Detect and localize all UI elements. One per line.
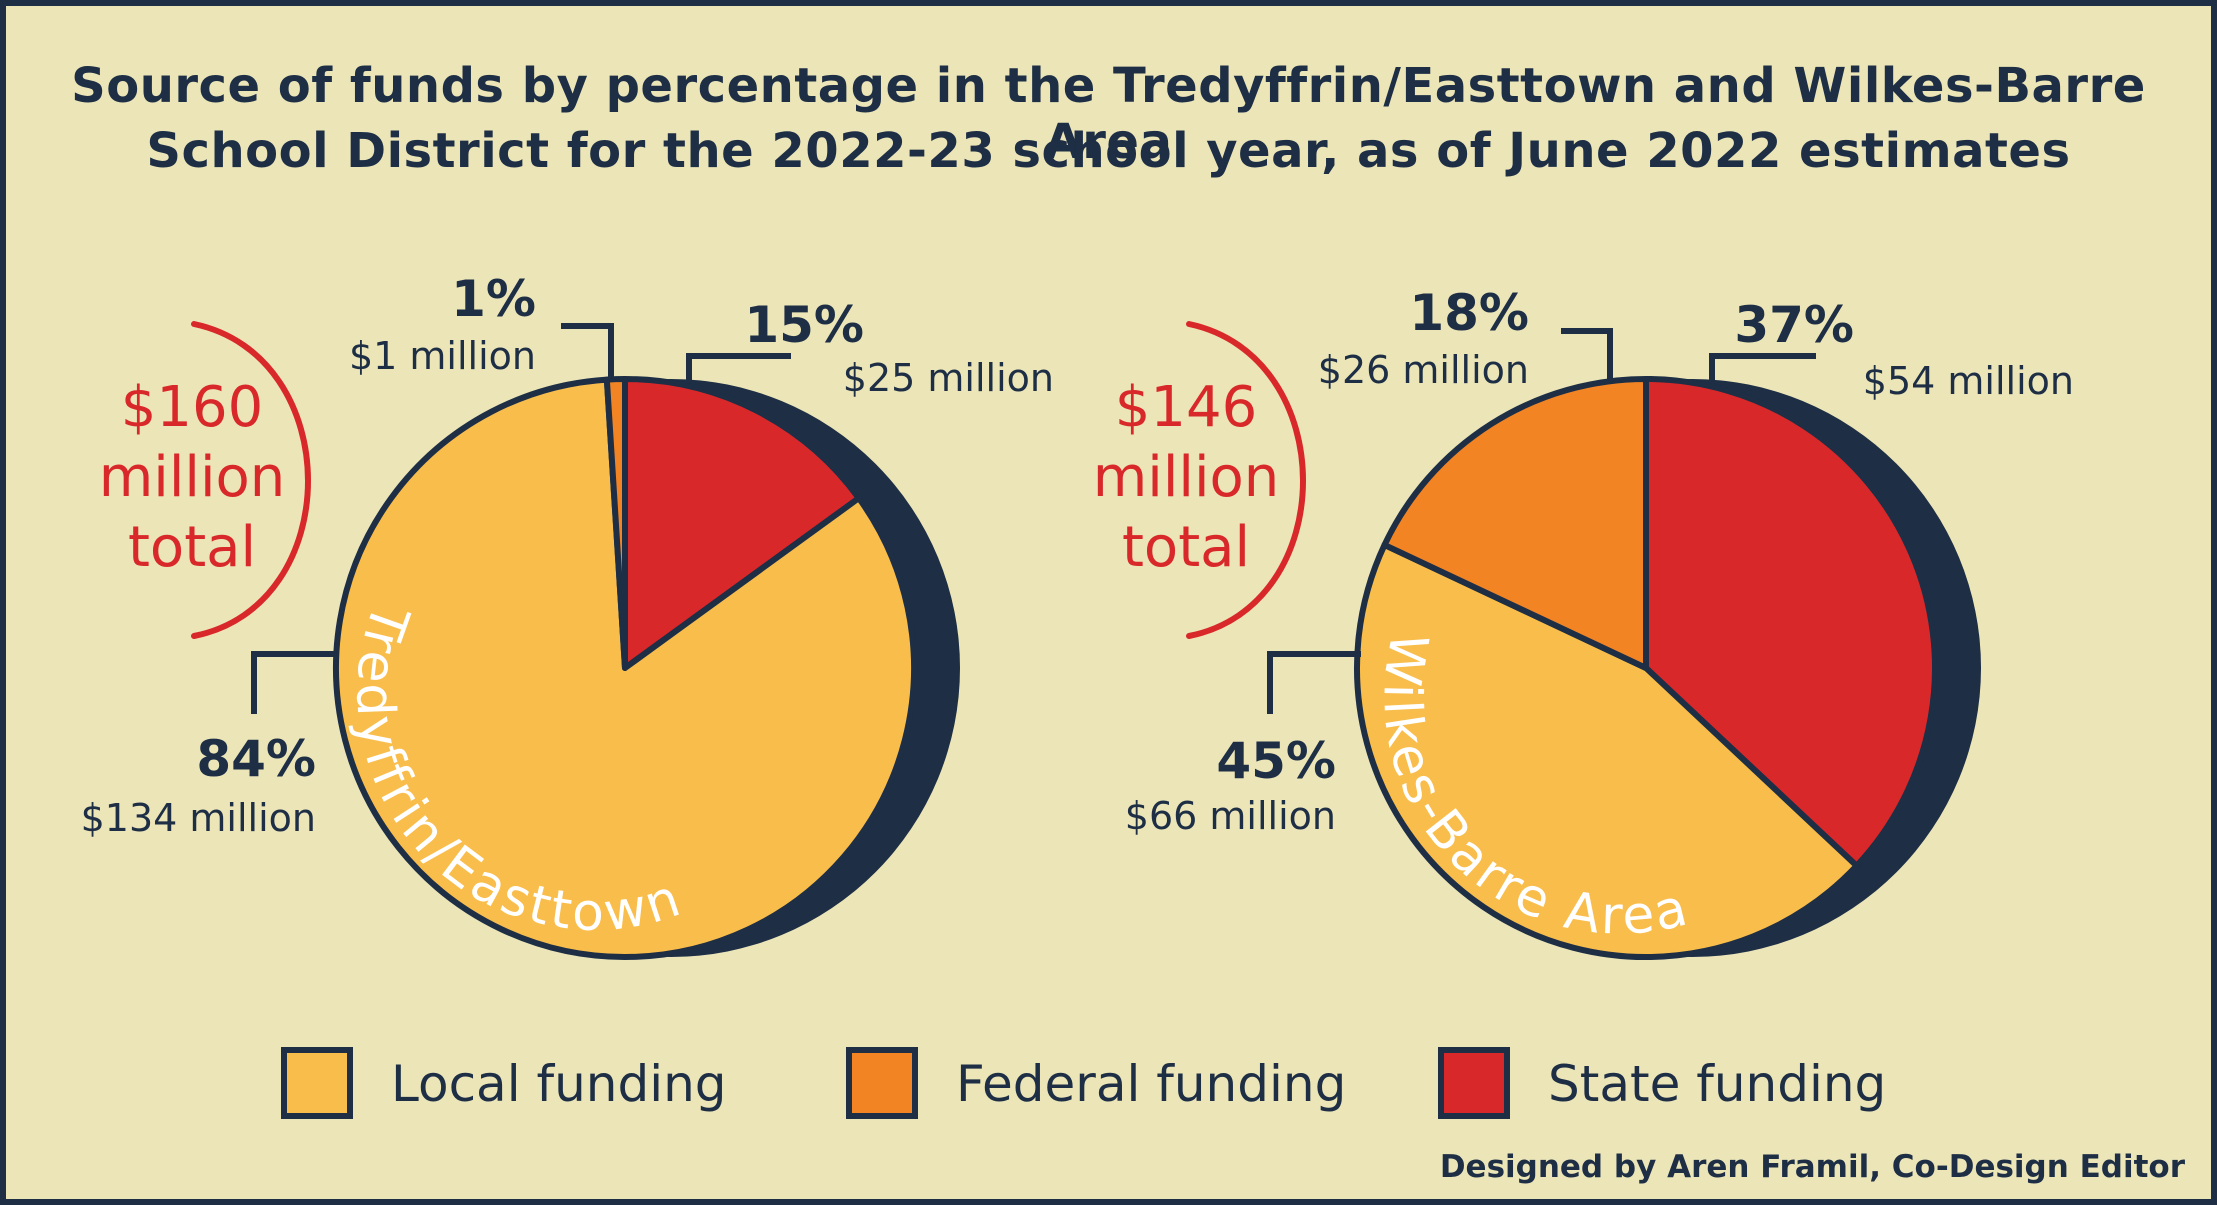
legend-swatch-federal — [846, 1047, 918, 1119]
pie-2-slice-local — [1354, 541, 1860, 960]
pie-1-leader-federal — [561, 323, 614, 380]
pie-1-pct-label-local: 84% — [196, 730, 316, 788]
pie-2-pct-label-federal: 18% — [1409, 284, 1529, 342]
pie-2-amount-label-state: $54 million — [1863, 359, 2074, 403]
legend-label-local: Local funding — [391, 1055, 727, 1113]
legend-label-federal: Federal funding — [956, 1055, 1347, 1113]
pie-2-leader-local — [1267, 651, 1361, 714]
pie-2-pct-label-state: 37% — [1734, 296, 1854, 354]
pie-2-slice-state — [1643, 376, 1938, 869]
pie-2-total-label-1: $146 — [1115, 375, 1258, 440]
pie-2-leader-federal — [1561, 328, 1613, 380]
pie-2-total-label-3: total — [1122, 515, 1250, 580]
pie-1-slice-state — [622, 376, 862, 671]
pie-2-total-label-2: million — [1093, 445, 1280, 510]
legend-swatch-state — [1438, 1047, 1510, 1119]
designer-credit: Designed by Aren Framil, Co-Design Edito… — [1439, 1149, 2185, 1185]
pie-1-slice-federal — [603, 376, 628, 671]
pie-1-total-label-2: million — [99, 445, 286, 510]
pie-2-pct-label-local: 45% — [1216, 732, 1336, 790]
pie-1-pct-label-state: 15% — [744, 296, 864, 354]
pie-1-leader-state — [686, 353, 791, 380]
pie-1-amount-label-federal: $1 million — [349, 334, 536, 378]
pie-1-total-bracket — [191, 321, 311, 639]
pie-2-leader-state — [1709, 353, 1816, 380]
pie-1-pct-label-federal: 1% — [451, 270, 536, 328]
pie-2-amount-label-local: $66 million — [1125, 794, 1336, 838]
chart-title-line-2: School District for the 2022-23 school y… — [146, 123, 2071, 179]
pie-1-total-label-1: $160 — [121, 375, 264, 440]
pie-1-leader-local — [251, 651, 336, 714]
pie-1-total-label-3: total — [128, 515, 256, 580]
pie-1-amount-label-state: $25 million — [843, 356, 1054, 400]
legend-swatch-local — [281, 1047, 353, 1119]
infographic-frame: Source of funds by percentage in the Tre… — [6, 6, 2211, 1199]
pie-1-amount-label-local: $134 million — [81, 796, 316, 840]
pie-2-slice-federal — [1381, 376, 1649, 671]
pie-charts: Tredyffrin/Easttown$160milliontotal15%$2… — [81, 270, 2074, 960]
pie-2-total-bracket — [1186, 321, 1306, 639]
pie-2-amount-label-federal: $26 million — [1318, 348, 1529, 392]
chart-title-line-1: Source of funds by percentage in the Tre… — [71, 58, 2146, 170]
legend-label-state: State funding — [1548, 1055, 1887, 1113]
